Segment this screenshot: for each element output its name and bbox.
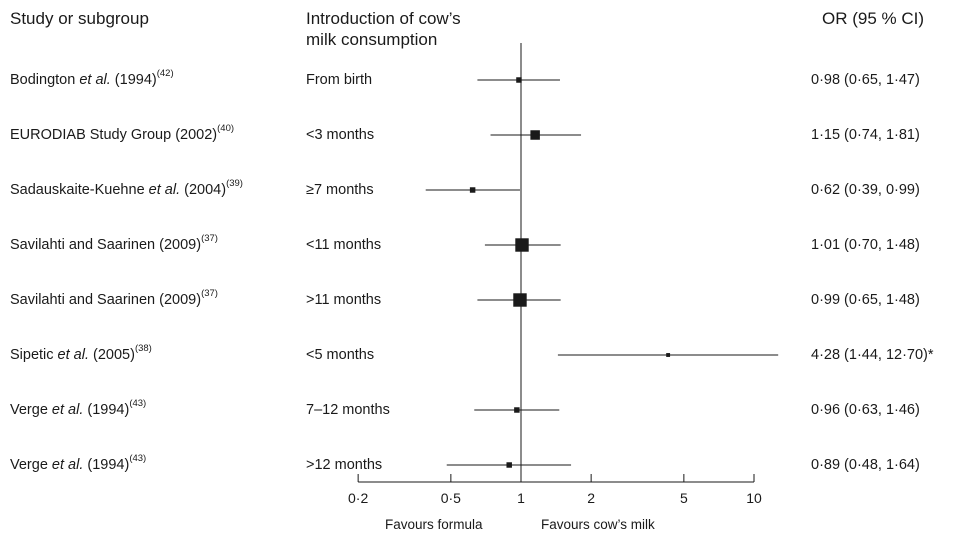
point-estimate	[469, 187, 476, 193]
study-label: Sadauskaite-Kuehne et al. (2004)(39)	[10, 178, 243, 200]
study-reference: (43)	[129, 398, 147, 410]
introduction-label: 7–12 months	[306, 402, 390, 418]
study-label: Verge et al. (1994)(43)	[10, 453, 147, 475]
study-year: (2009)	[155, 292, 202, 308]
introduction-label: <5 months	[306, 347, 375, 363]
or-ci-value: 0·89 (0·48, 1·64)	[811, 457, 920, 473]
study-author: Bodington	[10, 72, 76, 88]
header-study: Study or subgroup	[10, 9, 149, 28]
study-label: EURODIAB Study Group (2002)(40)	[10, 123, 235, 145]
header-introduction-line1: Introduction of cow’s	[306, 9, 461, 28]
point-estimate	[516, 77, 522, 83]
x-tick-label: 0·2	[348, 490, 368, 506]
study-author: Sadauskaite-Kuehne	[10, 182, 145, 198]
study-author: Savilahti and Saarinen	[10, 237, 156, 253]
or-ci-value: 0·98 (0·65, 1·47)	[811, 72, 920, 88]
header-or-ci: OR (95 % CI)	[822, 9, 925, 28]
introduction-label: From birth	[306, 72, 373, 88]
study-reference: (43)	[129, 453, 147, 465]
study-year: (2009)	[155, 237, 202, 253]
introduction-label: >11 months	[306, 292, 382, 308]
study-year: (1994)	[83, 402, 130, 418]
x-tick-label: 10	[746, 490, 762, 506]
study-et-al: et al.	[144, 182, 181, 198]
study-author: EURODIAB Study Group	[10, 127, 172, 143]
x-tick-label: 0·5	[441, 490, 461, 506]
footer-favours-cows-milk: Favours cow’s milk	[541, 517, 655, 532]
study-author: Verge	[10, 457, 48, 473]
point-estimate	[506, 462, 512, 468]
introduction-label: >12 months	[306, 457, 383, 473]
study-label: Savilahti and Saarinen (2009)(37)	[10, 288, 218, 310]
or-ci-value: 4·28 (1·44, 12·70)*	[811, 347, 934, 363]
x-tick-label: 2	[587, 490, 595, 506]
point-estimate	[513, 293, 527, 307]
footer-favours-formula: Favours formula	[385, 517, 483, 532]
study-year: (2004)	[180, 182, 227, 198]
study-label: Savilahti and Saarinen (2009)(37)	[10, 233, 218, 255]
study-author: Verge	[10, 402, 48, 418]
study-et-al: et al.	[47, 402, 84, 418]
x-tick-label: 5	[680, 490, 688, 506]
header-introduction-line2: milk consumption	[306, 30, 438, 49]
study-reference: (39)	[226, 178, 243, 190]
point-estimate	[666, 353, 671, 357]
introduction-label: <3 months	[306, 127, 375, 143]
study-reference: (37)	[201, 288, 218, 300]
introduction-label: <11 months	[306, 237, 382, 253]
study-et-al: et al.	[47, 457, 84, 473]
study-year: (2005)	[89, 347, 135, 363]
study-et-al: et al.	[75, 72, 111, 88]
study-label: Sipetic et al. (2005)(38)	[10, 343, 152, 365]
or-ci-value: 1·01 (0·70, 1·48)	[811, 237, 920, 253]
study-reference: (37)	[201, 233, 218, 245]
point-estimate	[515, 238, 529, 252]
or-ci-value: 1·15 (0·74, 1·81)	[811, 127, 920, 143]
study-et-al: et al.	[53, 347, 89, 363]
study-author: Sipetic	[10, 347, 54, 363]
point-estimate	[514, 407, 520, 413]
introduction-label: ≥7 months	[306, 182, 374, 198]
study-reference: (42)	[156, 68, 174, 80]
study-label: Verge et al. (1994)(43)	[10, 398, 147, 420]
study-year: (1994)	[110, 72, 157, 88]
or-ci-value: 0·99 (0·65, 1·48)	[811, 292, 920, 308]
x-tick-label: 1	[517, 490, 525, 506]
study-year: (1994)	[83, 457, 130, 473]
study-year: (2002)	[171, 127, 218, 143]
header-introduction: Introduction of cow’s milk consumption	[306, 8, 461, 50]
or-ci-value: 0·62 (0·39, 0·99)	[811, 182, 920, 198]
point-estimate	[530, 130, 540, 140]
or-ci-value: 0·96 (0·63, 1·46)	[811, 402, 920, 418]
study-label: Bodington et al. (1994)(42)	[10, 68, 174, 90]
study-reference: (40)	[217, 123, 235, 135]
study-reference: (38)	[134, 343, 152, 355]
study-author: Savilahti and Saarinen	[10, 292, 156, 308]
